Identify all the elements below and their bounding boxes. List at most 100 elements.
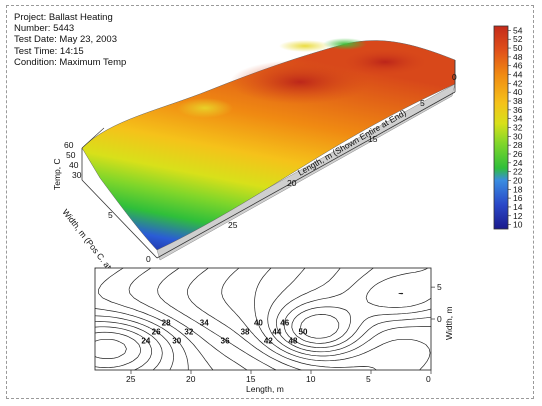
colorbar-tick-label: 30 bbox=[513, 131, 523, 141]
colorbar-tick-label: 34 bbox=[513, 114, 523, 124]
contour-x-tick-label: 10 bbox=[306, 374, 316, 384]
colorbar-ticks: 1012141618202224262830323436384042444648… bbox=[508, 25, 523, 230]
colorbar-tick-label: 40 bbox=[513, 87, 523, 97]
contour-label: 40 bbox=[254, 318, 263, 327]
colorbar-tick-label: 46 bbox=[513, 61, 523, 71]
contour-x-tick-label: 25 bbox=[126, 374, 136, 384]
contour-label: 28 bbox=[162, 318, 171, 327]
z-tick-label: 40 bbox=[69, 160, 79, 170]
contour-label: 24 bbox=[141, 336, 150, 345]
contour-line bbox=[276, 267, 432, 353]
colorbar-tick-label: 42 bbox=[513, 78, 523, 88]
contour-label: 36 bbox=[221, 336, 230, 345]
test-time-line: Test Time: 14:15 bbox=[14, 45, 84, 57]
contour-line bbox=[157, 267, 277, 371]
colorbar-tick-label: 50 bbox=[513, 43, 523, 53]
z-tick-label: 60 bbox=[64, 140, 74, 150]
contour-label: 26 bbox=[152, 327, 161, 336]
colorbar: 1012141618202224262830323436384042444648… bbox=[493, 25, 523, 230]
number-line: Number: 5443 bbox=[14, 23, 75, 35]
contour-line bbox=[94, 326, 153, 371]
contour-line bbox=[267, 267, 431, 357]
contour-x-tick-label: 20 bbox=[186, 374, 196, 384]
contour-label: 38 bbox=[241, 327, 250, 336]
contour-label: 48 bbox=[289, 336, 298, 345]
length-tick-label: 5 bbox=[420, 98, 425, 108]
contour-lines bbox=[94, 267, 432, 371]
contour-label: 50 bbox=[299, 327, 308, 336]
colorbar-tick-label: 14 bbox=[513, 202, 523, 212]
contour-line bbox=[300, 292, 404, 339]
contour-x-tick-label: 5 bbox=[366, 374, 371, 384]
surface-plot bbox=[81, 38, 456, 261]
contour-line bbox=[94, 267, 189, 371]
contour-x-tick-label: 0 bbox=[426, 374, 431, 384]
length-tick-label: 15 bbox=[368, 134, 378, 144]
contour-frame bbox=[94, 267, 432, 371]
contour-y-ticks: 50 bbox=[431, 282, 442, 324]
colorbar-tick-label: 20 bbox=[513, 175, 523, 185]
test-date-line: Test Date: May 23, 2003 bbox=[14, 34, 117, 46]
contour-line bbox=[221, 267, 377, 371]
test-info: Project: Ballast Heating Number: 5443 Te… bbox=[14, 12, 126, 68]
contour-line bbox=[128, 267, 248, 371]
contour-line bbox=[98, 267, 214, 371]
contour-line bbox=[94, 331, 141, 368]
surface-yellow-zone bbox=[177, 98, 233, 118]
surface-green-peak bbox=[323, 38, 367, 50]
colorbar-tick-label: 22 bbox=[513, 167, 523, 177]
width-tick-label: 5 bbox=[108, 210, 113, 220]
width-axis-line bbox=[81, 179, 158, 259]
surface-left-edge bbox=[81, 127, 105, 149]
contour-y-tick-label: 5 bbox=[437, 282, 442, 292]
contour-y-tick-label: 0 bbox=[437, 314, 442, 324]
colorbar-tick-label: 26 bbox=[513, 149, 523, 159]
z-tick-label: 50 bbox=[66, 150, 76, 160]
z-axis: 60 50 40 30 Temp, C bbox=[52, 140, 82, 190]
colorbar-tick-label: 10 bbox=[513, 220, 523, 230]
colorbar-tick-label: 48 bbox=[513, 52, 523, 62]
contour-label: 34 bbox=[200, 318, 209, 327]
length-tick-label: 0 bbox=[452, 72, 457, 82]
colorbar-tick-label: 18 bbox=[513, 184, 523, 194]
colorbar-tick-label: 16 bbox=[513, 193, 523, 203]
width-tick-label: 0 bbox=[146, 254, 151, 264]
colorbar-tick-label: 44 bbox=[513, 70, 523, 80]
condition-line: Condition: Maximum Temp bbox=[14, 56, 127, 68]
figure-frame bbox=[6, 5, 534, 399]
colorbar-tick-label: 32 bbox=[513, 123, 523, 133]
contour-line bbox=[254, 267, 431, 371]
contour-x-label: Length, m bbox=[246, 384, 284, 394]
contour-line bbox=[94, 321, 163, 371]
contour-label: 32 bbox=[184, 327, 193, 336]
colorbar-tick-label: 28 bbox=[513, 140, 523, 150]
contour-line bbox=[283, 267, 432, 349]
surface-hot-zone-2 bbox=[340, 48, 430, 76]
colorbar-tick-label: 24 bbox=[513, 158, 523, 168]
colorbar-tick-label: 38 bbox=[513, 96, 523, 106]
contour-label: 44 bbox=[272, 327, 281, 336]
surface-yellow-patch bbox=[279, 40, 331, 52]
contour-x-tick-label: 15 bbox=[246, 374, 256, 384]
contour-line bbox=[94, 338, 127, 359]
colorbar-bar bbox=[493, 25, 509, 230]
contour-line bbox=[187, 267, 302, 371]
colorbar-tick-label: 54 bbox=[513, 25, 523, 35]
length-axis-line bbox=[156, 91, 456, 259]
contour-line bbox=[94, 315, 174, 371]
contour-label: 46 bbox=[280, 318, 289, 327]
contour-label: 42 bbox=[264, 336, 273, 345]
colorbar-tick-label: 52 bbox=[513, 34, 523, 44]
contour-x-ticks: 25 20 15 10 5 0 bbox=[126, 370, 432, 384]
z-tick-label: 30 bbox=[72, 170, 82, 180]
length-tick-label: 20 bbox=[287, 178, 297, 188]
contour-line bbox=[291, 267, 432, 344]
contour-y-label: Width, m bbox=[444, 306, 454, 340]
z-axis-label: Temp, C bbox=[52, 158, 62, 190]
length-tick-label: 25 bbox=[228, 220, 238, 230]
surface-hot-zone bbox=[230, 60, 370, 104]
project-line: Project: Ballast Heating bbox=[14, 12, 113, 23]
